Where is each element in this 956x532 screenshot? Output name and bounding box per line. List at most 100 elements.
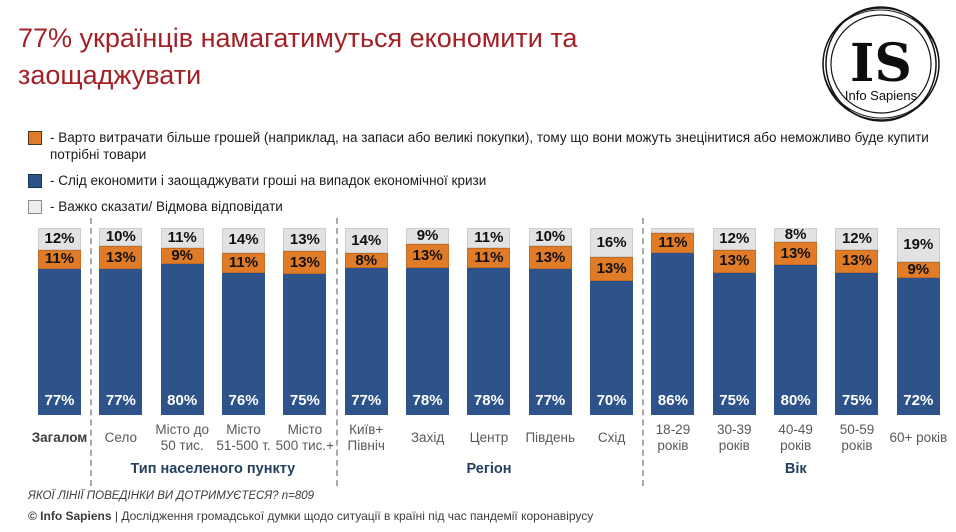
bar-segment-save: 78% [406,267,450,415]
bar-column: 11% 86% [651,228,695,415]
bar-segment-dontknow: 12% [712,228,756,250]
category-label: Київ+ Північ [345,420,388,456]
category-labels-row: Загалом Село Місто до 50 тис. Місто 51-500 … [32,420,947,456]
bar-segment-dontknow: 14% [344,228,388,254]
bar-segment-dontknow: 12% [38,228,81,250]
bar-segment-dontknow [651,228,695,234]
bar-segment-save: 77% [344,268,388,415]
category-label: Південь [525,420,575,456]
bar-column: 12% 11% 77% [38,228,81,415]
category-label-text: 60+ років [889,430,948,445]
logo-rings-icon: IS Info Sapiens [822,6,940,122]
legend-label-save: - Слід економити і заощаджувати гроші на… [50,173,487,188]
bar-column: 14% 11% 76% [222,228,266,416]
legend-item-dk: - Важко сказати/ Відмова відповідати [28,198,940,215]
bar-segment-dontknow: 14% [222,228,266,253]
logo-name: Info Sapiens [845,88,918,103]
footer-separator: | [114,509,118,523]
bar-segment-spend: 13% [712,249,756,273]
legend-label-spend: - Варто витрачати більше грошей (наприкл… [50,130,929,162]
bar-segment-spend: 13% [99,246,143,270]
category-label: Місто 51-500 т. [216,420,270,456]
category-label: Захід [406,420,449,456]
group-labels-row: Тип населеного пункту Регіон Вік [38,461,940,481]
legend-swatch-dk-icon [28,200,42,214]
category-label-text: 30-39 років [717,422,752,453]
group-label: Тип населеного пункту [130,461,296,477]
category-label: Загалом [32,420,88,456]
bar-segment-save: 72% [896,278,940,415]
bar-column: 12% 13% 75% [835,228,879,415]
category-label: Центр [467,420,510,456]
category-label-text: 18-29 років [655,422,691,453]
bar-column: 12% 13% 75% [712,228,756,415]
copyright-line: © Info Sapiens | Дослідження громадської… [28,509,593,523]
bar-column: 14% 8% 77% [344,228,388,415]
logo-initials: IS [850,33,912,94]
bar-segment-save: 75% [712,272,756,415]
page-title: 77% українців намагатимуться економити т… [18,23,578,90]
info-sapiens-logo: IS Info Sapiens [818,4,944,124]
bar-column: 11% 9% 80% [160,228,204,415]
bar-segment-spend: 11% [467,247,511,268]
category-label: 40-49 років [774,420,817,456]
bar-segment-dontknow: 8% [774,227,818,242]
legend-label-dk: - Важко сказати/ Відмова відповідати [50,199,283,214]
bars-row: 12% 11% 77% 10% 13% 77% 11% 9% 80% 14% 11% 76% 13% 13… [38,227,940,416]
category-label: Місто до 50 тис. [155,420,209,456]
bar-segment-spend: 9% [896,262,940,279]
bar-segment-spend: 13% [590,257,634,281]
bar-segment-dontknow: 10% [528,228,572,246]
bar-segment-save: 80% [160,264,204,415]
group-divider [335,218,338,486]
group-divider [642,218,645,486]
bar-column: 11% 11% 78% [467,228,511,415]
category-label-text: 50-59 років [839,422,875,453]
bar-column: 16% 13% 70% [590,228,634,415]
group-label: Регіон [466,461,512,477]
category-label: 60+ років [889,420,947,456]
category-label-text: Місто до 50 тис. [155,422,210,453]
bar-segment-spend: 9% [160,248,204,264]
bar-segment-save: 78% [467,267,511,415]
bar-segment-dontknow: 12% [835,228,879,250]
bar-segment-save: 80% [774,265,818,415]
category-label-text: 40-49 років [778,422,813,453]
bar-segment-save: 75% [835,272,879,415]
category-label-text: Схід [597,430,626,445]
category-label-text: Загалом [31,430,88,445]
bar-segment-dontknow: 13% [283,228,327,252]
bar-segment-dontknow: 11% [160,228,204,248]
bar-segment-save: 86% [651,253,695,415]
bar-segment-dontknow: 9% [406,228,450,245]
bar-segment-spend: 11% [222,252,266,273]
group-divider [90,218,93,486]
bar-segment-dontknow: 11% [467,228,511,248]
bar-column: 10% 13% 77% [528,228,572,415]
category-label-text: Місто 500 тис.+ [275,422,335,453]
bar-segment-save: 76% [222,272,266,416]
bar-column: 8% 13% 80% [774,227,818,415]
category-label: 30-39 років [713,420,756,456]
bar-segment-save: 77% [528,269,572,415]
bar-segment-spend: 13% [835,249,879,273]
legend: - Варто витрачати більше грошей (наприкл… [28,129,940,224]
category-label-text: Місто 51-500 т. [216,422,271,453]
group-label: Вік [784,461,807,477]
bar-column: 10% 13% 77% [99,228,143,415]
bar-column: 19% 9% 72% [896,228,940,415]
legend-item-save: - Слід економити і заощаджувати гроші на… [28,172,940,189]
footer-description: Дослідження громадської думки щодо ситуа… [121,509,594,523]
survey-question: ЯКОЇ ЛІНІЇ ПОВЕДІНКИ ВИ ДОТРИМУЄТЕСЯ? n=… [28,490,315,502]
category-label: Схід [590,420,633,456]
bar-segment-dontknow: 10% [99,228,143,246]
legend-item-spend: - Варто витрачати більше грошей (наприкл… [28,129,940,163]
bar-segment-save: 70% [590,280,634,415]
category-label-text: Село [104,430,138,445]
category-label-text: Київ+ Північ [347,422,385,453]
bar-segment-save: 75% [283,274,327,415]
category-label: Місто 500 тис.+ [276,420,334,456]
legend-swatch-save-icon [28,174,42,188]
category-label: 18-29 років [651,420,694,456]
